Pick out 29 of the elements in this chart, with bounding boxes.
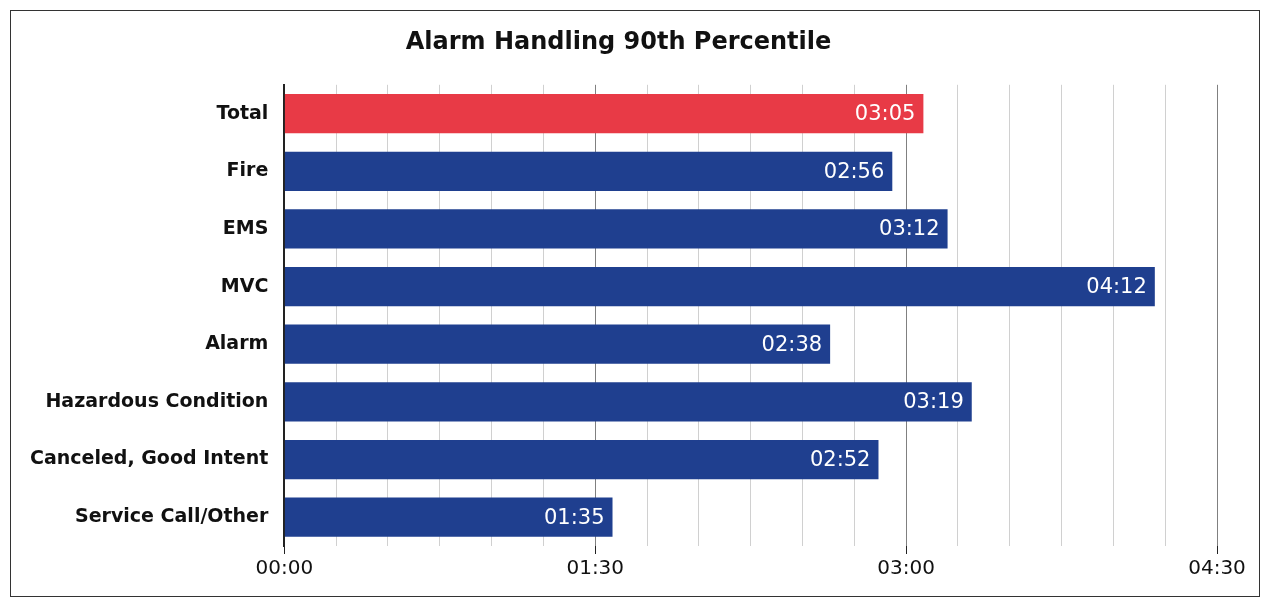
chart-title: Alarm Handling 90th Percentile [405,26,832,55]
data-label: 02:56 [823,158,885,183]
data-label: 02:38 [761,331,823,356]
data-label: 03:12 [879,216,940,241]
y-tick-label: Fire [226,158,269,181]
y-tick-label: Alarm [205,331,269,354]
data-label: 04:12 [1086,274,1147,299]
x-tick-label: 03:00 [877,555,935,580]
x-tick-label: 00:00 [255,555,314,580]
x-tick-label: 01:30 [566,555,625,580]
y-tick-label: EMS [222,215,269,238]
data-label: 02:52 [809,446,871,471]
data-label: 03:05 [854,101,916,126]
data-label: 03:19 [903,389,964,414]
bar [284,266,1155,307]
bar [284,497,613,537]
bar [284,151,893,191]
bar [284,439,879,480]
bar [284,209,948,249]
bar [284,382,972,422]
y-tick-label: Total [216,100,269,123]
y-tick-label: MVC [220,273,269,296]
bar [284,94,924,134]
data-label: 01:35 [543,504,605,529]
y-tick-label: Service Call/Other [75,504,269,527]
y-tick-label: Hazardous Condition [45,388,269,411]
bar [284,324,831,364]
y-tick-label: Canceled, Good Intent [29,446,269,469]
x-tick-label: 04:30 [1188,555,1246,580]
